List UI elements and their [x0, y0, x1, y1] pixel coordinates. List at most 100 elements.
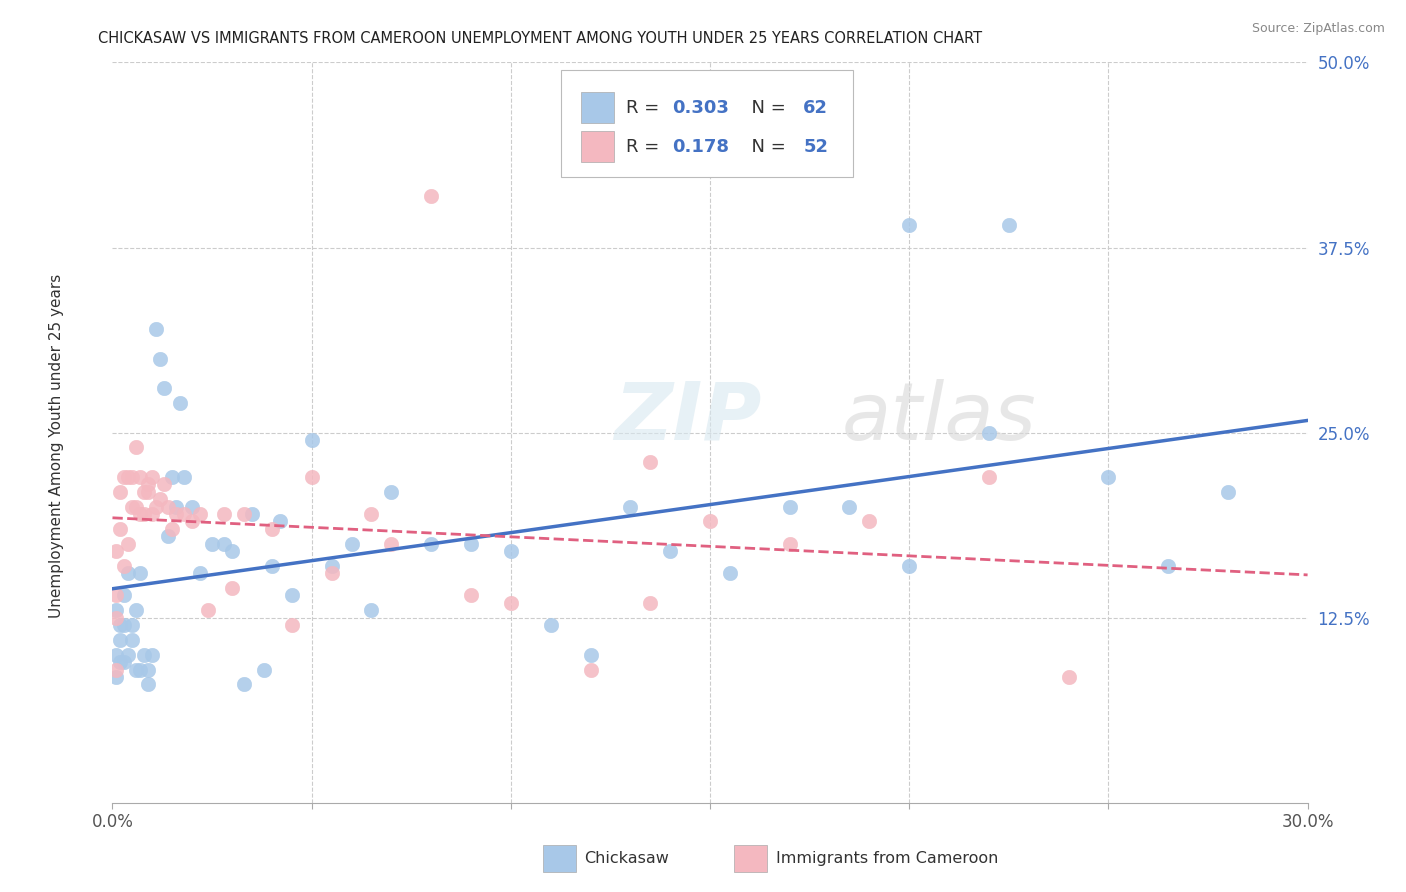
Point	[149, 492, 172, 507]
Text: CHICKASAW VS IMMIGRANTS FROM CAMEROON UNEMPLOYMENT AMONG YOUTH UNDER 25 YEARS CO: CHICKASAW VS IMMIGRANTS FROM CAMEROON UN…	[98, 31, 983, 46]
Point	[321, 566, 343, 581]
Point	[233, 507, 256, 521]
Point	[114, 470, 135, 484]
Point	[420, 536, 443, 550]
Point	[201, 536, 224, 550]
Point	[898, 219, 921, 233]
Point	[188, 507, 211, 521]
Point	[129, 566, 152, 581]
Point	[269, 515, 291, 529]
Point	[129, 663, 152, 677]
Point	[173, 470, 195, 484]
Point	[360, 603, 382, 617]
Point	[165, 500, 187, 514]
Point	[129, 470, 152, 484]
Text: R =: R =	[627, 99, 665, 117]
Point	[134, 484, 156, 499]
Text: ZIP: ZIP	[614, 379, 762, 457]
Point	[138, 663, 160, 677]
Point	[301, 470, 323, 484]
Text: R =: R =	[627, 138, 671, 156]
Point	[138, 677, 160, 691]
Point	[858, 515, 880, 529]
Point	[579, 648, 602, 662]
Point	[134, 648, 156, 662]
Point	[188, 566, 211, 581]
Point	[360, 507, 382, 521]
Point	[659, 544, 682, 558]
Point	[129, 507, 152, 521]
Point	[579, 663, 602, 677]
Text: Source: ZipAtlas.com: Source: ZipAtlas.com	[1251, 22, 1385, 36]
Text: 62: 62	[803, 99, 828, 117]
Point	[173, 507, 195, 521]
Point	[540, 618, 562, 632]
Point	[117, 470, 139, 484]
Point	[221, 581, 243, 595]
Point	[114, 655, 135, 669]
Point	[321, 558, 343, 573]
Point	[233, 677, 256, 691]
Point	[125, 441, 148, 455]
Point	[1216, 484, 1239, 499]
Point	[640, 455, 662, 469]
Point	[141, 648, 163, 662]
Point	[145, 500, 167, 514]
Point	[977, 425, 1000, 440]
Point	[117, 648, 139, 662]
Point	[157, 500, 180, 514]
Point	[117, 536, 139, 550]
Point	[110, 522, 132, 536]
FancyBboxPatch shape	[581, 131, 614, 162]
Point	[138, 484, 160, 499]
Point	[340, 536, 363, 550]
Point	[121, 500, 143, 514]
Point	[110, 655, 132, 669]
Point	[221, 544, 243, 558]
Point	[1097, 470, 1119, 484]
Point	[134, 507, 156, 521]
Point	[141, 470, 163, 484]
Text: N =: N =	[740, 99, 792, 117]
Point	[145, 322, 167, 336]
Point	[169, 396, 191, 410]
Point	[114, 589, 135, 603]
Text: 0.303: 0.303	[672, 99, 728, 117]
Point	[197, 603, 219, 617]
Point	[460, 536, 482, 550]
Point	[779, 536, 801, 550]
Point	[499, 544, 522, 558]
Point	[301, 433, 323, 447]
Point	[640, 596, 662, 610]
Point	[110, 632, 132, 647]
Point	[977, 470, 1000, 484]
Point	[699, 515, 721, 529]
Point	[125, 603, 148, 617]
Point	[121, 618, 143, 632]
Point	[260, 522, 283, 536]
FancyBboxPatch shape	[561, 70, 853, 178]
Point	[125, 663, 148, 677]
Point	[117, 566, 139, 581]
Point	[105, 544, 128, 558]
Text: 52: 52	[803, 138, 828, 156]
Point	[240, 507, 263, 521]
Point	[141, 507, 163, 521]
Point	[110, 618, 132, 632]
Point	[181, 515, 204, 529]
Point	[1057, 670, 1080, 684]
FancyBboxPatch shape	[581, 92, 614, 123]
Point	[281, 618, 304, 632]
Point	[105, 610, 128, 624]
Point	[420, 188, 443, 202]
Point	[105, 648, 128, 662]
Point	[380, 536, 402, 550]
Point	[121, 632, 143, 647]
Point	[110, 484, 132, 499]
Point	[162, 470, 183, 484]
Point	[460, 589, 482, 603]
Text: N =: N =	[740, 138, 792, 156]
Text: Unemployment Among Youth under 25 years: Unemployment Among Youth under 25 years	[49, 274, 63, 618]
Point	[718, 566, 741, 581]
Text: Chickasaw: Chickasaw	[585, 851, 669, 866]
